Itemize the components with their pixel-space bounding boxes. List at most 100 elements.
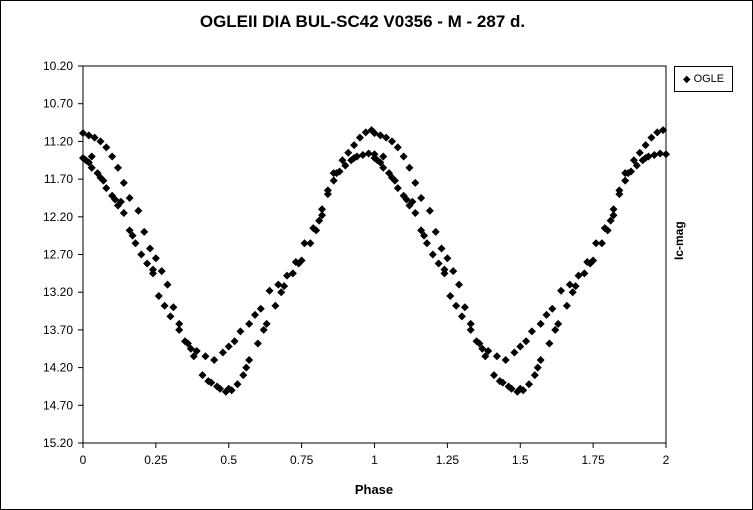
y-tick-label: 14.70 — [43, 398, 73, 412]
x-tick-label: 1.5 — [512, 453, 529, 467]
data-point — [154, 291, 163, 300]
data-point — [113, 163, 122, 172]
data-points — [79, 126, 670, 396]
data-point — [125, 226, 134, 235]
y-axis-label: Ic-mag — [672, 221, 686, 260]
data-point — [422, 239, 431, 248]
data-point — [277, 288, 286, 297]
data-point — [341, 161, 350, 170]
data-point — [624, 169, 633, 178]
y-tick-label: 12.70 — [43, 248, 73, 262]
data-point — [318, 211, 327, 220]
data-point — [315, 216, 324, 225]
plot-area-border — [82, 65, 667, 444]
data-point — [417, 226, 426, 235]
data-point — [606, 216, 615, 225]
data-point — [361, 128, 370, 137]
data-point — [379, 163, 388, 172]
data-point — [253, 339, 262, 348]
data-point — [510, 348, 519, 357]
data-point — [504, 382, 513, 391]
data-point — [446, 291, 455, 300]
data-point — [455, 280, 464, 289]
data-point — [204, 377, 213, 386]
data-point — [376, 158, 385, 167]
data-point — [405, 163, 414, 172]
data-point — [370, 129, 379, 138]
data-point — [300, 239, 309, 248]
chart-title: OGLEII DIA BUL-SC42 V0356 - M - 287 d. — [199, 12, 526, 31]
data-point — [466, 319, 475, 328]
data-point — [387, 137, 396, 146]
data-point — [437, 244, 446, 253]
data-point — [323, 186, 332, 195]
data-point — [440, 265, 449, 274]
x-tick-label: 2 — [663, 453, 670, 467]
data-point — [201, 352, 210, 361]
data-point — [137, 250, 146, 259]
data-point — [242, 363, 251, 372]
data-point — [580, 269, 589, 278]
y-tick-label: 10.70 — [43, 97, 73, 111]
data-point — [294, 259, 303, 268]
data-point — [501, 356, 510, 365]
data-point — [338, 156, 347, 165]
data-point — [151, 254, 160, 263]
data-point — [390, 176, 399, 185]
data-point — [495, 377, 504, 386]
data-point — [635, 148, 644, 157]
data-point — [280, 282, 289, 291]
data-point — [192, 347, 201, 356]
data-point — [597, 239, 606, 248]
data-point — [358, 150, 367, 159]
data-point — [210, 356, 219, 365]
data-point — [615, 186, 624, 195]
data-point — [492, 352, 501, 361]
data-point — [399, 152, 408, 161]
data-point — [350, 141, 359, 150]
data-point — [536, 319, 545, 328]
data-point — [186, 344, 195, 353]
data-point — [609, 211, 618, 220]
data-point — [527, 327, 536, 336]
data-point — [428, 250, 437, 259]
data-point — [116, 197, 125, 206]
data-point — [609, 205, 618, 214]
data-point — [288, 269, 297, 278]
data-point — [157, 267, 166, 276]
y-tick-label: 15.20 — [43, 436, 73, 450]
data-point — [271, 301, 280, 310]
data-point — [574, 271, 583, 280]
data-point — [653, 128, 662, 137]
data-point — [146, 244, 155, 253]
data-point — [230, 337, 239, 346]
data-point — [425, 206, 434, 215]
x-tick-label: 0.75 — [290, 453, 314, 467]
data-point — [662, 150, 670, 159]
data-point — [175, 319, 184, 328]
data-point — [659, 126, 668, 135]
x-tick-label: 0 — [80, 453, 87, 467]
data-point — [393, 143, 402, 152]
data-point — [379, 152, 388, 161]
data-point — [411, 209, 420, 218]
data-point — [524, 380, 533, 389]
data-point — [536, 356, 545, 365]
data-point — [600, 224, 609, 233]
data-point — [239, 371, 248, 380]
x-tick-label: 1 — [371, 453, 378, 467]
data-point — [522, 337, 531, 346]
data-point — [96, 137, 105, 146]
data-point — [408, 197, 417, 206]
data-point — [568, 288, 577, 297]
data-point — [420, 231, 429, 240]
data-point — [148, 265, 157, 274]
data-point — [641, 153, 650, 162]
data-point — [516, 342, 525, 351]
x-tick-label: 1.75 — [581, 453, 605, 467]
data-point — [125, 193, 134, 202]
data-point — [143, 259, 152, 268]
data-point — [87, 152, 96, 161]
